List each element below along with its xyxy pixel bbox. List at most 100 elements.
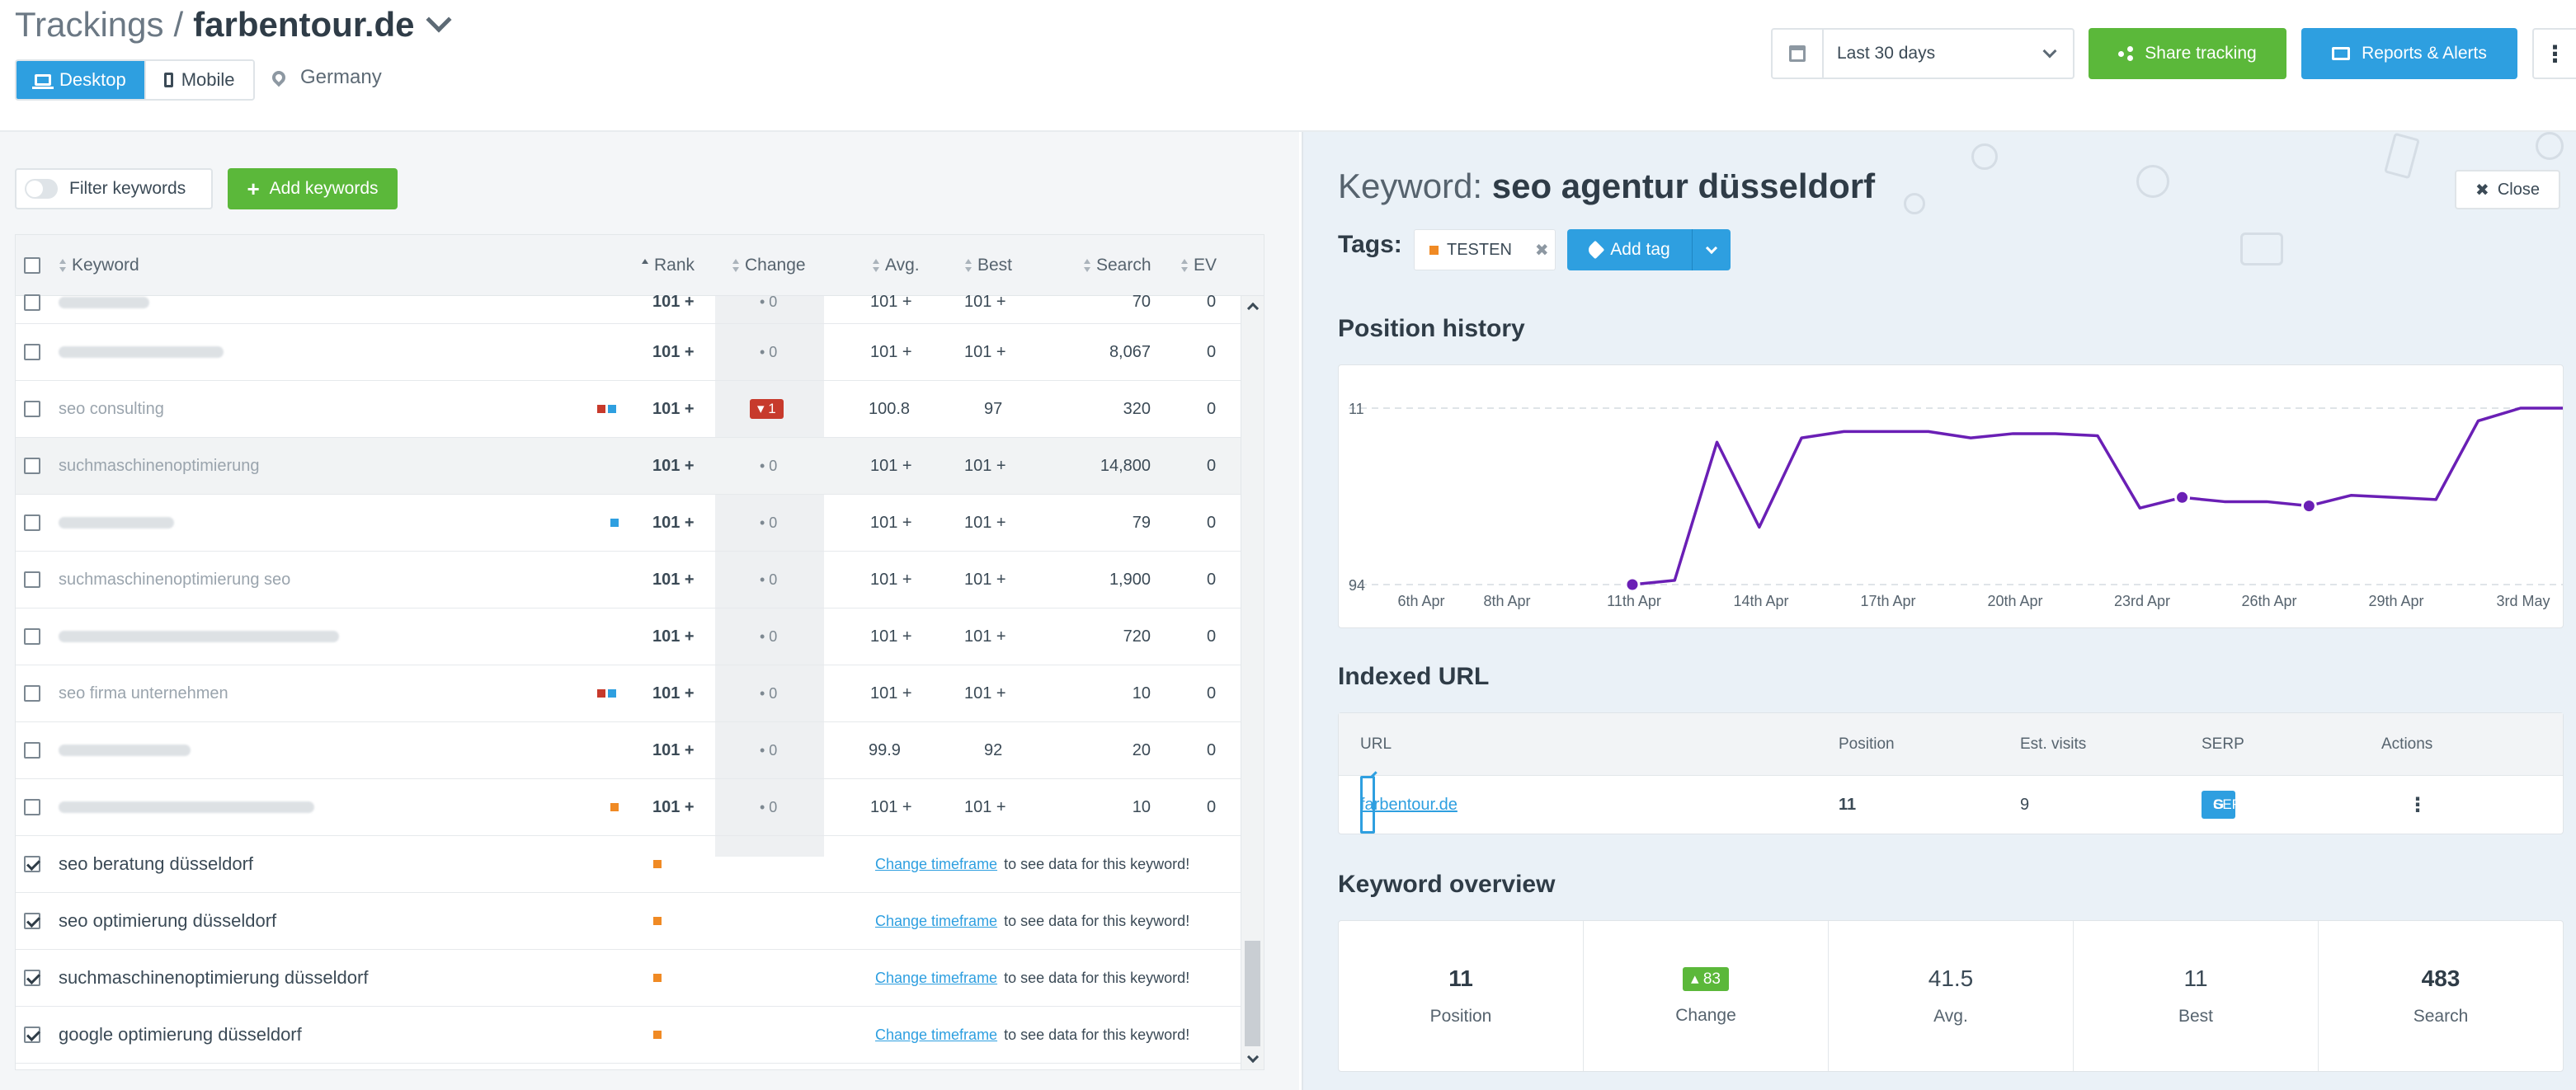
tag-color-marker <box>1429 245 1439 255</box>
mobile-tab[interactable]: Mobile <box>144 61 253 99</box>
row-checkbox[interactable] <box>24 294 40 311</box>
pending-message: to see data for this keyword! <box>1004 1026 1190 1043</box>
table-row[interactable]: 101 + • 0 101 + 101 + 79 0 <box>16 495 1241 552</box>
tags-label: Tags: <box>1338 231 1402 258</box>
row-checkbox[interactable] <box>24 628 40 645</box>
column-change[interactable]: Change <box>732 235 806 295</box>
table-row[interactable]: suchmaschinenoptimierung 101 + • 0 101 +… <box>16 438 1241 495</box>
keyword-text: seo beratung düsseldorf <box>59 853 254 874</box>
ev-value: 0 <box>1207 342 1217 361</box>
indexed-url-link[interactable]: farbentour.de <box>1360 795 1458 814</box>
scroll-up-icon[interactable] <box>1246 302 1260 315</box>
row-checkbox[interactable] <box>24 1027 40 1043</box>
scrollbar-thumb[interactable] <box>1245 941 1260 1046</box>
change-value: • 0 <box>760 457 778 474</box>
add-keywords-button[interactable]: + Add keywords <box>228 168 398 209</box>
add-tag-label: Add tag <box>1610 240 1670 259</box>
row-checkbox[interactable] <box>24 344 40 360</box>
row-checkbox[interactable] <box>24 458 40 474</box>
tag-marker <box>653 917 662 925</box>
table-row[interactable]: seo beratung düsseldorf Change timeframe… <box>16 836 1241 893</box>
avg-value: 101 + <box>870 293 912 311</box>
table-row[interactable]: seo firma unternehmen 101 + • 0 101 + 10… <box>16 665 1241 722</box>
keyword-title-prefix: Keyword: <box>1338 167 1483 205</box>
table-row[interactable]: 101 + • 0 101 + 101 + 10 0 <box>16 779 1241 836</box>
column-best[interactable]: Best <box>964 235 1012 295</box>
data-point <box>1624 576 1641 593</box>
filter-keywords-toggle[interactable]: Filter keywords <box>15 168 213 209</box>
row-checkbox[interactable] <box>24 799 40 815</box>
overview-position: 11 Position <box>1339 921 1584 1071</box>
tag-name: TESTEN <box>1447 240 1512 259</box>
table-row[interactable]: suchmaschinenoptimierung düsseldorf Chan… <box>16 950 1241 1007</box>
row-checkbox[interactable] <box>24 514 40 531</box>
overview-label: Best <box>2178 1007 2214 1026</box>
avg-value: 101 + <box>870 570 912 589</box>
keywords-panel: Filter keywords + Add keywords Keyword R… <box>0 132 1299 1090</box>
ev-value: 0 <box>1207 456 1217 475</box>
chevron-down-icon[interactable] <box>425 7 452 33</box>
select-all-checkbox[interactable] <box>24 256 40 274</box>
search-value: 79 <box>1132 513 1151 532</box>
avg-value: 101 + <box>870 342 912 361</box>
sort-icon <box>1180 258 1189 272</box>
keyword-text <box>59 631 339 642</box>
chevron-down-icon <box>2042 44 2057 59</box>
row-checkbox[interactable] <box>24 401 40 417</box>
add-tag-button[interactable]: Add tag <box>1567 229 1731 270</box>
reports-alerts-button[interactable]: Reports & Alerts <box>2301 28 2517 79</box>
change-timeframe-link[interactable]: Change timeframe <box>875 1026 998 1043</box>
table-row[interactable]: 101 + • 0 101 + 101 + 8,067 0 <box>16 324 1241 381</box>
table-row[interactable]: 101 + • 0 99.9 92 20 0 <box>16 722 1241 779</box>
overview-value: 483 <box>2421 965 2461 991</box>
close-button[interactable]: ✖ Close <box>2455 170 2560 209</box>
remove-tag-icon[interactable]: ✖ <box>1534 241 1549 260</box>
sort-icon <box>1083 258 1091 272</box>
table-scrollbar[interactable] <box>1241 296 1264 1069</box>
external-link-icon[interactable] <box>1360 776 1375 834</box>
rank-value: 101 + <box>652 293 695 311</box>
table-row[interactable]: suchmaschinenoptimierung seo 101 + • 0 1… <box>16 552 1241 608</box>
column-avg[interactable]: Avg. <box>872 235 920 295</box>
ev-value: 0 <box>1207 740 1217 759</box>
table-row[interactable]: seo optimierung düsseldorf Change timefr… <box>16 893 1241 950</box>
serp-button[interactable]: G SERP <box>2202 791 2251 819</box>
more-options-button[interactable]: ⋮ <box>2532 28 2576 79</box>
more-vertical-icon[interactable]: ⋮ <box>2408 793 2428 816</box>
rank-value: 101 + <box>652 342 695 361</box>
envelope-icon <box>2332 47 2351 60</box>
column-search[interactable]: Search <box>1083 235 1151 295</box>
add-tag-dropdown[interactable] <box>1693 242 1731 255</box>
breadcrumb-root[interactable]: Trackings <box>15 5 164 44</box>
column-keyword[interactable]: Keyword <box>59 235 139 295</box>
row-checkbox[interactable] <box>24 742 40 759</box>
pending-message: to see data for this keyword! <box>1004 969 1190 986</box>
row-checkbox[interactable] <box>24 913 40 929</box>
change-timeframe-link[interactable]: Change timeframe <box>875 912 998 929</box>
change-timeframe-link[interactable]: Change timeframe <box>875 855 998 872</box>
table-row[interactable]: seo consulting 101 + ▾ 1 100.8 97 320 0 <box>16 381 1241 438</box>
table-row[interactable]: google optimierung düsseldorf Change tim… <box>16 1007 1241 1064</box>
share-tracking-button[interactable]: Share tracking <box>2089 28 2286 79</box>
rank-value: 101 + <box>652 513 695 532</box>
column-rank[interactable]: Rank <box>641 235 695 295</box>
best-value: 101 + <box>964 627 1006 646</box>
table-row[interactable]: 101 + • 0 101 + 101 + 720 0 <box>16 608 1241 665</box>
rank-value: 101 + <box>652 399 695 418</box>
row-checkbox[interactable] <box>24 970 40 986</box>
share-tracking-label: Share tracking <box>2145 44 2257 63</box>
date-range-select[interactable]: Last 30 days <box>1771 28 2074 79</box>
keyword-text <box>59 517 174 529</box>
toggle-switch[interactable] <box>25 179 58 199</box>
ev-value: 0 <box>1207 627 1217 646</box>
row-checkbox[interactable] <box>24 685 40 702</box>
change-timeframe-link[interactable]: Change timeframe <box>875 969 998 986</box>
column-ev[interactable]: EV <box>1180 235 1217 295</box>
scroll-down-icon[interactable] <box>1246 1050 1260 1064</box>
row-checkbox[interactable] <box>24 856 40 872</box>
table-header: Keyword Rank Change Avg. Best Search EV <box>16 235 1264 296</box>
overview-change: ▴ 83 Change <box>1584 921 1829 1071</box>
desktop-tab[interactable]: Desktop <box>16 61 144 99</box>
row-checkbox[interactable] <box>24 571 40 588</box>
table-row[interactable]: 101 + • 0 101 + 101 + 70 0 <box>16 281 1241 324</box>
